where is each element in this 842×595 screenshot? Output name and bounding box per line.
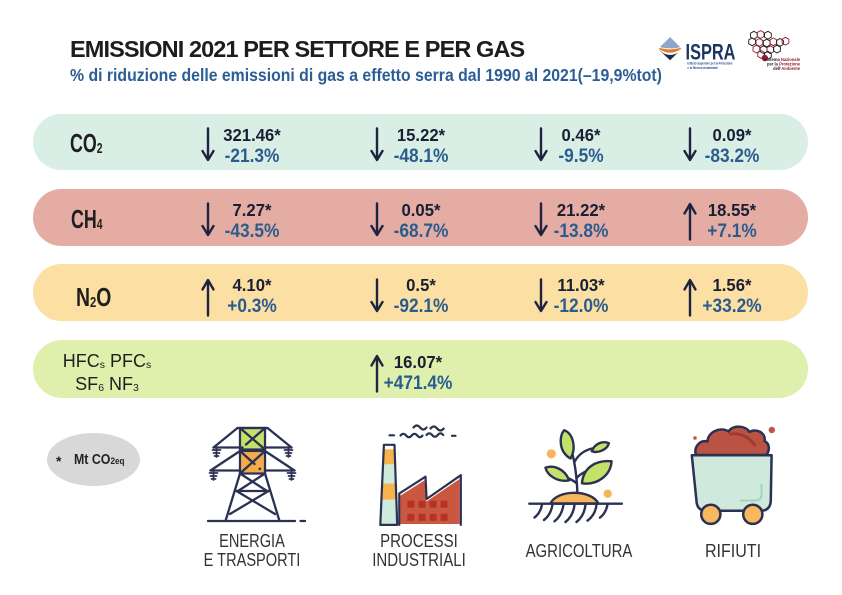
- svg-text:dell’Ambiente: dell’Ambiente: [773, 66, 801, 71]
- svg-text:per la Protezione: per la Protezione: [767, 62, 801, 67]
- svg-text:ISPRA: ISPRA: [686, 41, 736, 65]
- svg-text:Sistema Nazionale: Sistema Nazionale: [764, 57, 801, 62]
- svg-text:e la Ricerca Ambientale: e la Ricerca Ambientale: [687, 66, 718, 70]
- svg-text:Istituto Superiore per la Prot: Istituto Superiore per la Protezione: [687, 61, 732, 65]
